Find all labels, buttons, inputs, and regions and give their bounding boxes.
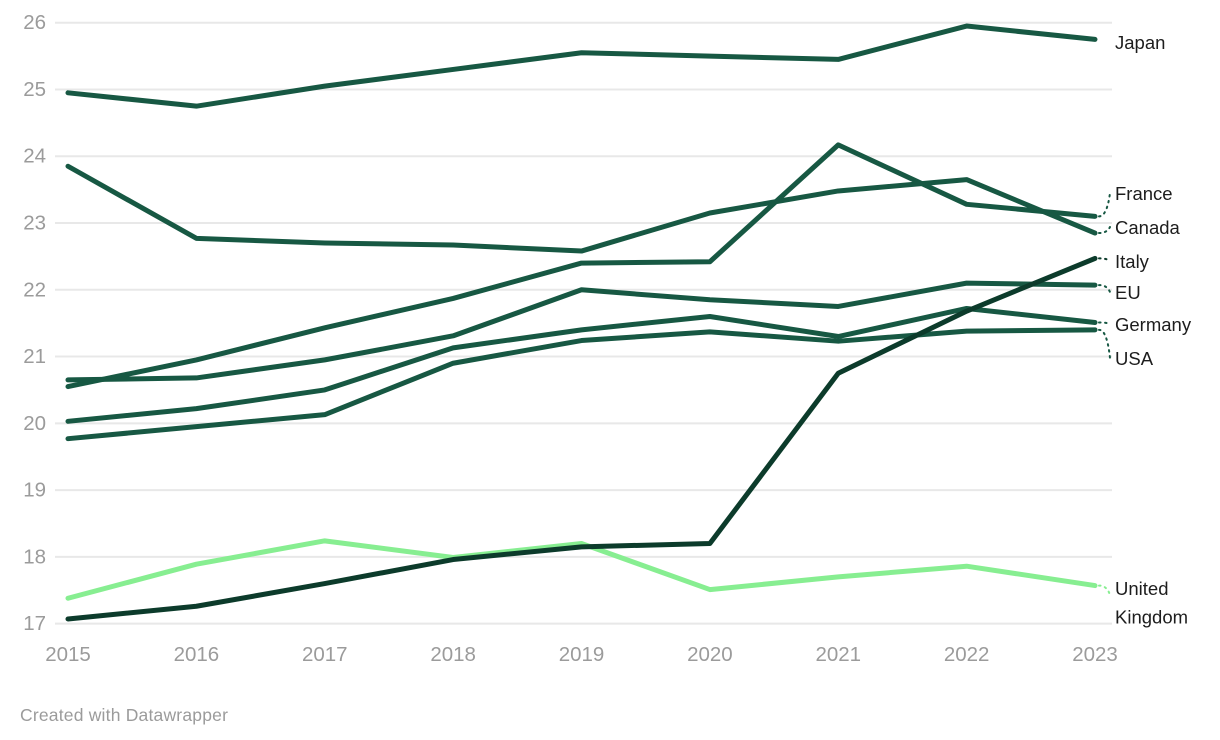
series-label-canada: Canada: [1115, 217, 1181, 238]
x-tick-label: 2021: [815, 643, 861, 666]
y-tick-label: 25: [23, 78, 46, 101]
series-line-canada: [65, 163, 1098, 254]
x-tick-label: 2016: [174, 643, 220, 666]
y-tick-label: 22: [23, 278, 46, 301]
attribution-text: Created with Datawrapper: [20, 705, 229, 725]
series-line-united-kingdom: [65, 538, 1098, 601]
series-line-eu: [65, 280, 1098, 383]
series-label-japan: Japan: [1115, 32, 1165, 53]
y-tick-label: 21: [23, 345, 46, 368]
x-tick-label: 2019: [559, 643, 605, 666]
x-tick-label: 2022: [944, 643, 990, 666]
x-tick-label: 2017: [302, 643, 348, 666]
label-connector-usa: [1098, 328, 1111, 359]
y-tick-label: 20: [23, 412, 46, 435]
series-line-japan: [65, 23, 1098, 109]
series-label-italy: Italy: [1115, 251, 1150, 272]
y-tick-label: 24: [23, 145, 46, 168]
label-connector-italy: [1098, 257, 1111, 262]
y-tick-label: 26: [23, 11, 46, 34]
label-connector-germany: [1098, 321, 1111, 325]
x-tick-label: 2023: [1072, 643, 1118, 666]
y-tick-label: 23: [23, 212, 46, 235]
x-tick-label: 2020: [687, 643, 733, 666]
y-tick-label: 17: [23, 612, 46, 635]
label-connector-eu: [1098, 284, 1111, 293]
series-label-germany: Germany: [1115, 314, 1192, 335]
series-label-eu: EU: [1115, 282, 1141, 303]
series-line-germany: [65, 305, 1098, 424]
series-label-france: France: [1115, 183, 1173, 204]
series-label-usa: USA: [1115, 348, 1154, 369]
series-line-italy: [65, 255, 1098, 622]
label-connector-united-kingdom: [1098, 584, 1111, 596]
series-label-united-kingdom: United Kingdom: [1115, 578, 1188, 628]
y-tick-label: 19: [23, 479, 46, 502]
label-connector-canada: [1098, 226, 1111, 235]
label-connector-france: [1098, 192, 1111, 218]
x-tick-label: 2018: [430, 643, 476, 666]
y-tick-label: 18: [23, 545, 46, 568]
x-tick-label: 2015: [45, 643, 91, 666]
